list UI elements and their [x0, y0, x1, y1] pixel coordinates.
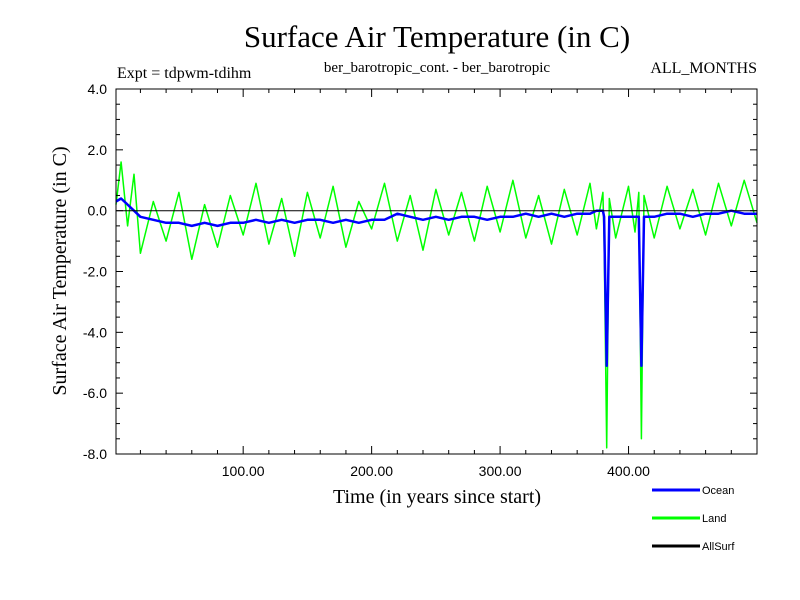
plot-series	[115, 161, 758, 449]
x-axis: 100.00 200.00 300.00 400.00	[139, 89, 732, 479]
x-tick-label: 100.00	[222, 463, 265, 479]
series-line-land	[115, 161, 758, 449]
x-axis-label: Time (in years since start)	[333, 486, 541, 508]
experiment-label: Expt = tdpwm-tdihm	[117, 65, 252, 82]
plot-frame	[115, 88, 758, 455]
y-tick-label: 4.0	[88, 81, 108, 97]
months-label: ALL_MONTHS	[650, 60, 757, 77]
y-tick-label: -4.0	[83, 324, 107, 340]
y-axis: 4.0 2.0 0.0 -2.0 -4.0 -6.0 -8.0	[83, 81, 757, 462]
y-axis-label: Surface Air Temperature (in C)	[49, 146, 71, 395]
x-tick-label: 400.00	[607, 463, 650, 479]
legend-label-allsurf: AllSurf	[702, 541, 735, 553]
series-line-ocean	[115, 197, 757, 368]
chart-subtitle: ber_barotropic_cont. - ber_barotropic	[324, 60, 550, 76]
y-tick-label: 2.0	[88, 142, 108, 158]
x-tick-label: 200.00	[350, 463, 393, 479]
legend-label-land: Land	[702, 513, 726, 525]
legend: Ocean Land AllSurf	[652, 485, 735, 553]
x-tick-label: 300.00	[479, 463, 522, 479]
y-tick-label: -8.0	[83, 446, 107, 462]
y-tick-label: -6.0	[83, 385, 107, 401]
legend-label-ocean: Ocean	[702, 485, 734, 497]
y-tick-label: 0.0	[88, 203, 108, 219]
y-tick-label: -2.0	[83, 264, 107, 280]
chart-title: Surface Air Temperature (in C)	[244, 19, 630, 54]
